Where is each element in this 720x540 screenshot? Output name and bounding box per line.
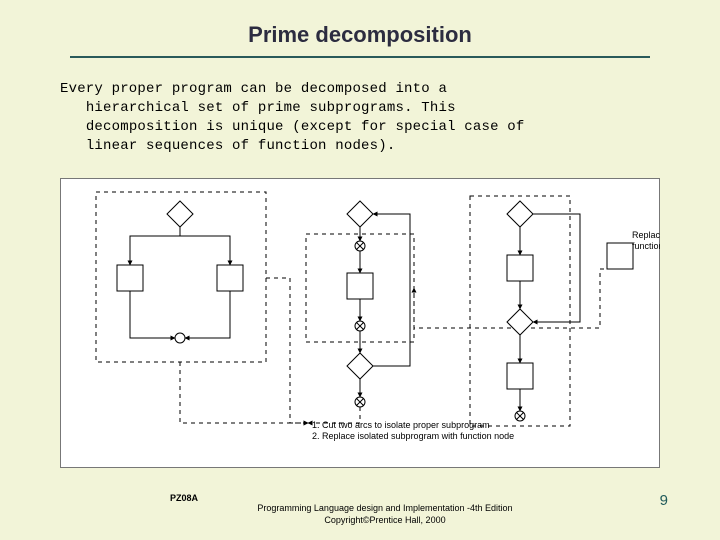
svg-text:Replacement: Replacement — [632, 230, 660, 240]
title-text: Prime decomposition — [248, 22, 472, 47]
svg-text:function: function — [632, 241, 660, 251]
body-text: Every proper program can be decomposed i… — [60, 80, 670, 156]
svg-text:1. Cut two arcs to isolate pro: 1. Cut two arcs to isolate proper subpro… — [312, 420, 490, 430]
page-number-value: 9 — [660, 492, 668, 509]
footer-center-text: Programming Language design and Implemen… — [257, 503, 512, 524]
title-rule — [70, 56, 650, 58]
page-number: 9 — [660, 492, 668, 509]
flowchart-diagram: Replacementfunction 1. Cut two arcs to is… — [60, 178, 660, 468]
page-title: Prime decomposition — [0, 22, 720, 48]
svg-text:2. Replace isolated subprogram: 2. Replace isolated subprogram with func… — [312, 431, 514, 441]
diagram-container: Replacementfunction 1. Cut two arcs to is… — [60, 178, 660, 468]
footer-center: Programming Language design and Implemen… — [170, 492, 600, 526]
